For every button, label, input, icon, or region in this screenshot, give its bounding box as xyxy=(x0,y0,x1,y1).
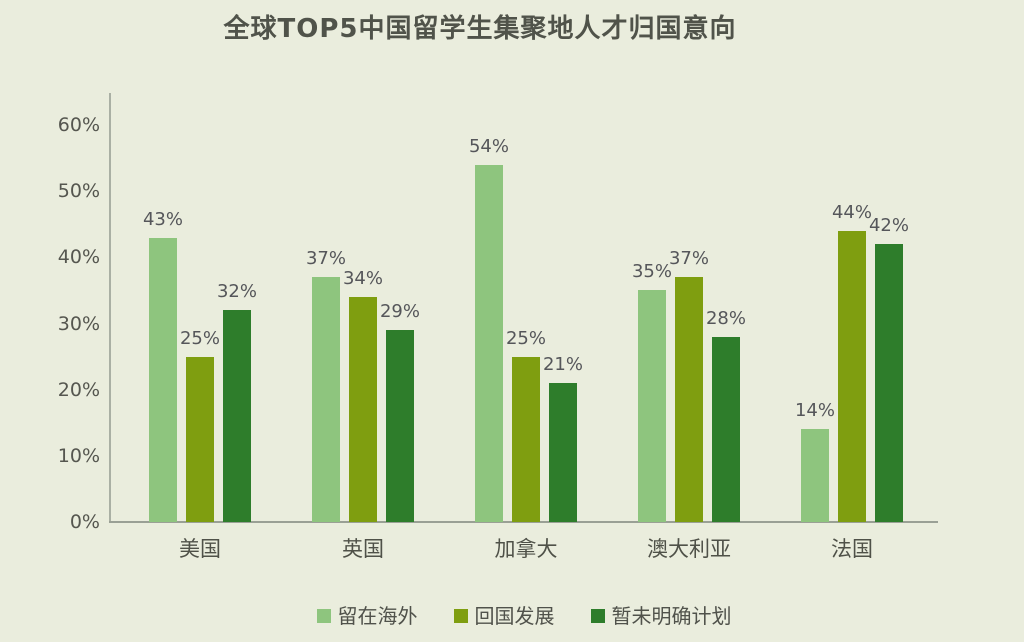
value-label: 25% xyxy=(179,328,220,349)
value-label: 43% xyxy=(142,209,183,230)
bar-series3-cat3 xyxy=(549,383,577,522)
category-label: 法国 xyxy=(831,537,873,561)
y-tick-label: 20% xyxy=(57,378,100,401)
legend-label: 留在海外 xyxy=(337,604,418,628)
legend-swatch-icon xyxy=(316,609,331,623)
value-label: 37% xyxy=(668,248,709,269)
y-tick-label: 40% xyxy=(57,246,100,269)
legend-item-3: 暂未明确计划 xyxy=(590,604,732,628)
bar-series3-cat2 xyxy=(386,330,414,522)
bar-series3-cat4 xyxy=(712,337,740,522)
value-label: 54% xyxy=(468,136,509,157)
bar-series1-cat5 xyxy=(801,429,829,522)
value-label: 42% xyxy=(868,215,909,236)
value-label: 29% xyxy=(379,301,420,322)
y-axis-line xyxy=(109,93,111,522)
chart-title: 全球TOP5中国留学生集聚地人才归国意向 xyxy=(223,14,737,44)
legend: 留在海外 回国发展 暂未明确计划 xyxy=(110,604,938,628)
value-label: 14% xyxy=(794,400,835,421)
bar-series2-cat1 xyxy=(186,357,214,522)
value-label: 44% xyxy=(831,202,872,223)
bar-series2-cat2 xyxy=(349,297,377,522)
legend-item-2: 回国发展 xyxy=(453,604,555,628)
legend-label: 暂未明确计划 xyxy=(611,604,732,628)
bar-series3-cat5 xyxy=(875,244,903,522)
bar-series1-cat4 xyxy=(638,290,666,522)
y-tick-label: 60% xyxy=(57,114,100,137)
bar-series1-cat3 xyxy=(475,165,503,522)
category-label: 美国 xyxy=(179,537,221,561)
x-axis-line xyxy=(109,521,938,523)
bar-series2-cat4 xyxy=(675,277,703,522)
y-tick-label: 50% xyxy=(57,180,100,203)
category-label: 加拿大 xyxy=(494,537,558,561)
legend-swatch-icon xyxy=(453,609,468,623)
value-label: 34% xyxy=(342,268,383,289)
value-label: 35% xyxy=(631,261,672,282)
y-tick-label: 30% xyxy=(57,312,100,335)
bar-series2-cat5 xyxy=(838,231,866,522)
category-label: 英国 xyxy=(342,537,384,561)
bar-series1-cat1 xyxy=(149,238,177,522)
value-label: 37% xyxy=(305,248,346,269)
y-tick-label: 10% xyxy=(57,444,100,467)
value-label: 32% xyxy=(216,281,257,302)
legend-swatch-icon xyxy=(590,609,605,623)
legend-item-1: 留在海外 xyxy=(316,604,418,628)
value-label: 21% xyxy=(542,354,583,375)
bar-series2-cat3 xyxy=(512,357,540,522)
legend-label: 回国发展 xyxy=(474,604,555,628)
bar-series3-cat1 xyxy=(223,310,251,522)
value-label: 28% xyxy=(705,308,746,329)
y-tick-label: 0% xyxy=(69,511,100,533)
bar-series1-cat2 xyxy=(312,277,340,522)
category-label: 澳大利亚 xyxy=(647,537,731,561)
value-label: 25% xyxy=(505,328,546,349)
